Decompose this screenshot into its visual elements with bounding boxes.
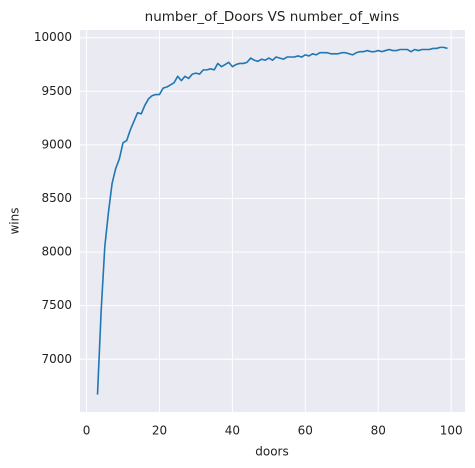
y-tick-label: 10000 bbox=[34, 30, 72, 44]
y-tick-label: 7500 bbox=[41, 298, 72, 312]
x-tick-label: 20 bbox=[152, 424, 167, 438]
y-tick-label: 9500 bbox=[41, 84, 72, 98]
x-tick-label: 80 bbox=[371, 424, 386, 438]
x-axis-label: doors bbox=[255, 445, 289, 459]
x-tick-label: 100 bbox=[440, 424, 463, 438]
y-tick-label: 9000 bbox=[41, 137, 72, 151]
x-tick-label: 40 bbox=[225, 424, 240, 438]
x-tick-label: 0 bbox=[83, 424, 91, 438]
y-tick-label: 8000 bbox=[41, 245, 72, 259]
line bbox=[96, 46, 448, 395]
chart-title: number_of_Doors VS number_of_wins bbox=[145, 9, 400, 25]
y-axis-label: wins bbox=[8, 207, 22, 234]
x-tick-label: 60 bbox=[298, 424, 313, 438]
plot-area bbox=[80, 30, 465, 412]
y-tick-label: 7000 bbox=[41, 352, 72, 366]
y-tick-label: 8500 bbox=[41, 191, 72, 205]
